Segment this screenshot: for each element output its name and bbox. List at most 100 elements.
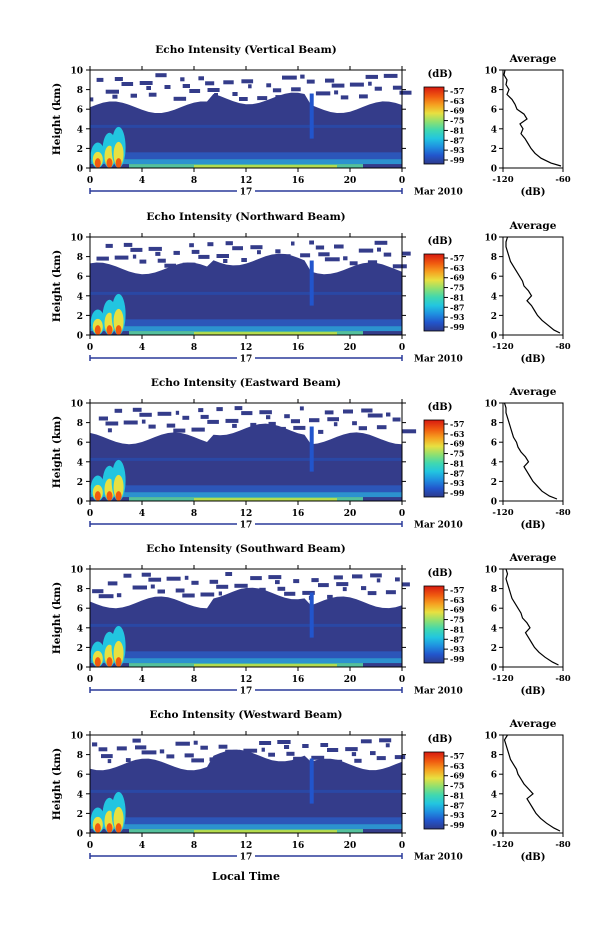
echo-band bbox=[90, 824, 402, 830]
colorbar-tick-label: -75 bbox=[450, 283, 464, 293]
echo-patch bbox=[259, 741, 272, 745]
echo-patch bbox=[250, 576, 262, 581]
echo-patch bbox=[385, 743, 390, 748]
convective-peak bbox=[106, 325, 113, 336]
echo-patch bbox=[268, 421, 276, 426]
x-tick-label: 0 bbox=[87, 343, 93, 353]
echo-patch bbox=[250, 422, 257, 427]
echo-region bbox=[90, 92, 402, 168]
echo-patch bbox=[275, 580, 280, 585]
echo-patch bbox=[320, 743, 329, 747]
colorbar-tick-label: -87 bbox=[450, 302, 464, 312]
y-tick-label: 6 bbox=[77, 106, 83, 116]
echo-patch bbox=[218, 744, 228, 749]
avg-y-tick-label: 8 bbox=[491, 419, 497, 429]
avg-y-tick-label: 10 bbox=[484, 566, 497, 576]
echo-band bbox=[90, 319, 402, 327]
y-axis-label: Height (km) bbox=[51, 416, 63, 488]
echo-patch bbox=[150, 762, 161, 767]
echo-patch bbox=[234, 583, 248, 588]
month-label: Mar 2010 bbox=[414, 355, 463, 365]
x-tick-label: 16 bbox=[292, 176, 305, 186]
panel-1: Echo Intensity (Northward Beam) 0 2 4 6 8 10 0 4… bbox=[51, 211, 571, 365]
echo-patch bbox=[157, 589, 165, 594]
echo-patch bbox=[191, 580, 199, 585]
echo-patch bbox=[200, 592, 215, 597]
echo-patch bbox=[225, 241, 233, 246]
echo-patch bbox=[358, 426, 367, 431]
echo-patch bbox=[358, 248, 374, 253]
echo-patch bbox=[112, 94, 118, 99]
avg-y-tick-label: 4 bbox=[491, 458, 497, 468]
echo-patch bbox=[175, 410, 180, 415]
echo-band bbox=[90, 291, 402, 295]
y-tick-label: 6 bbox=[77, 605, 83, 615]
echo-patch bbox=[132, 738, 141, 743]
echo-heatmap bbox=[90, 735, 406, 834]
echo-patch bbox=[155, 251, 161, 256]
echo-patch bbox=[272, 88, 282, 93]
y-axis-label: Height (km) bbox=[51, 83, 63, 155]
echo-patch bbox=[334, 244, 344, 249]
echo-patch bbox=[141, 572, 151, 577]
echo-patch bbox=[336, 582, 349, 587]
echo-band bbox=[194, 498, 337, 501]
convective-peak bbox=[94, 823, 101, 834]
echo-patch bbox=[148, 577, 162, 582]
echo-patch bbox=[250, 245, 263, 250]
echo-patch bbox=[259, 587, 266, 592]
colorbar-tick-label: -93 bbox=[450, 644, 465, 654]
echo-patch bbox=[241, 79, 254, 84]
panel-title: Echo Intensity (Southward Beam) bbox=[146, 543, 345, 555]
y-tick-label: 0 bbox=[77, 165, 83, 175]
echo-patch bbox=[207, 242, 214, 247]
colorbar-tick-label: -87 bbox=[450, 135, 464, 145]
avg-x-tick-label: -80 bbox=[555, 674, 570, 684]
x-tick-label: 20 bbox=[344, 841, 357, 851]
echo-patch bbox=[333, 422, 338, 427]
colorbar-unit: (dB) bbox=[428, 236, 453, 247]
echo-patch bbox=[275, 249, 281, 254]
average-title: Average bbox=[509, 53, 557, 65]
x-tick-label: 0 bbox=[87, 509, 93, 519]
colorbar-tick-label: -93 bbox=[450, 312, 465, 322]
colorbar-tick-label: -69 bbox=[450, 439, 465, 449]
echo-patch bbox=[327, 417, 339, 422]
x-tick-label: 20 bbox=[344, 343, 357, 353]
echo-patch bbox=[182, 84, 190, 88]
x-axis-label: Local Time bbox=[212, 870, 280, 883]
echo-streak bbox=[309, 426, 314, 472]
echo-band bbox=[90, 492, 402, 498]
echo-patch bbox=[184, 753, 194, 758]
echo-patch bbox=[277, 586, 286, 591]
echo-patch bbox=[352, 421, 357, 426]
echo-patch bbox=[334, 90, 339, 95]
average-profile-line bbox=[503, 734, 561, 832]
echo-patch bbox=[234, 761, 242, 766]
echo-patch bbox=[284, 591, 296, 596]
echo-streak bbox=[309, 260, 314, 306]
colorbar-tick-label: -57 bbox=[450, 419, 464, 429]
echo-patch bbox=[399, 90, 412, 95]
colorbar-tick-label: -99 bbox=[450, 155, 465, 165]
colorbar-tick-label: -99 bbox=[450, 654, 465, 664]
echo-patch bbox=[361, 408, 373, 413]
echo-patch bbox=[223, 80, 234, 85]
echo-patch bbox=[214, 93, 218, 97]
echo-patch bbox=[302, 744, 309, 748]
avg-x-tick-label: -80 bbox=[555, 840, 570, 850]
avg-y-tick-label: 2 bbox=[491, 478, 497, 488]
colorbar-unit: (dB) bbox=[428, 69, 453, 80]
echo-patch bbox=[317, 760, 323, 765]
echo-patch bbox=[300, 74, 305, 79]
y-axis-label: Height (km) bbox=[51, 250, 63, 322]
echo-patch bbox=[281, 254, 291, 259]
echo-patch bbox=[311, 755, 325, 760]
avg-y-tick-label: 4 bbox=[491, 125, 497, 135]
y-tick-label: 10 bbox=[70, 566, 83, 576]
colorbar-tick-label: -69 bbox=[450, 771, 465, 781]
echo-patch bbox=[150, 584, 155, 589]
echo-patch bbox=[401, 251, 411, 256]
echo-patch bbox=[182, 415, 190, 420]
